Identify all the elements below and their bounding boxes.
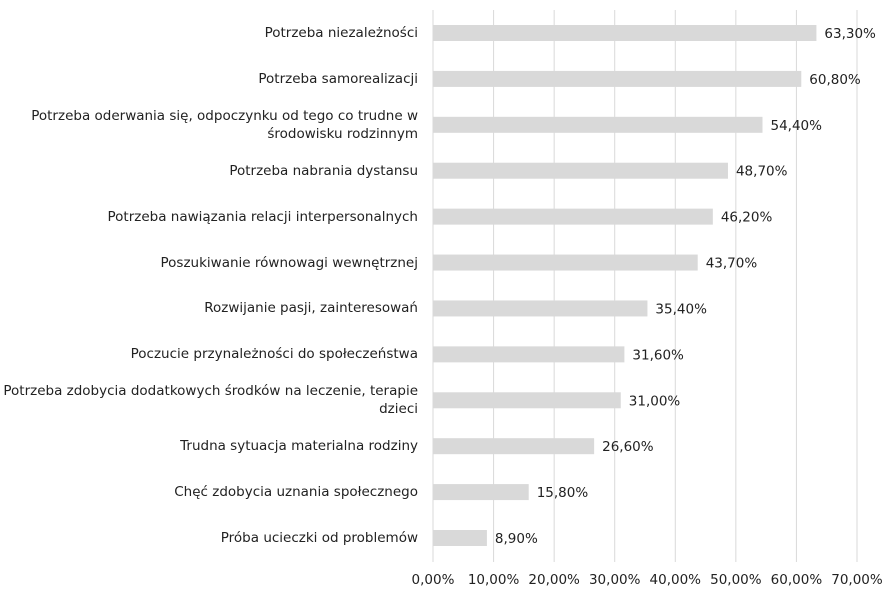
bar xyxy=(433,254,698,271)
bar xyxy=(433,392,621,409)
category-label: Rozwijanie pasji, zainteresowań xyxy=(204,300,418,317)
value-label: 31,60% xyxy=(632,347,684,363)
x-tick-label: 50,00% xyxy=(710,572,762,588)
category-label: Trudna sytuacja materialna rodziny xyxy=(180,438,418,455)
value-label: 60,80% xyxy=(809,72,861,88)
category-label: Próba ucieczki od problemów xyxy=(220,530,418,546)
value-label: 35,40% xyxy=(655,301,707,317)
category-label: Potrzeba nabrania dystansu xyxy=(229,162,418,179)
bar xyxy=(433,300,648,317)
bar xyxy=(433,530,487,546)
x-tick-label: 10,00% xyxy=(468,572,520,588)
bar xyxy=(433,438,595,455)
value-label: 26,60% xyxy=(602,439,654,455)
bar xyxy=(433,346,625,363)
x-tick-label: 60,00% xyxy=(771,572,823,588)
value-label: 63,30% xyxy=(824,26,876,42)
value-label: 8,90% xyxy=(495,531,538,547)
value-label: 43,70% xyxy=(706,256,758,272)
category-label: Potrzeba nawiązania relacji interpersona… xyxy=(107,208,419,225)
category-label: Potrzeba oderwania się, odpoczynku od te… xyxy=(31,107,418,142)
value-label: 48,70% xyxy=(736,164,788,180)
value-label: 54,40% xyxy=(771,118,823,134)
x-tick-label: 70,00% xyxy=(831,572,883,588)
bar xyxy=(433,116,763,133)
category-label: Poczucie przynależności do społeczeństwa xyxy=(130,346,418,363)
bar xyxy=(433,162,728,179)
x-tick-label: 30,00% xyxy=(589,572,641,588)
bar xyxy=(433,25,817,41)
bar xyxy=(433,208,713,225)
value-label: 31,00% xyxy=(629,393,681,409)
value-label: 15,80% xyxy=(537,485,589,501)
bar xyxy=(433,70,802,87)
category-label: Chęć zdobycia uznania społecznego xyxy=(174,484,418,501)
category-label: Potrzeba niezależności xyxy=(264,25,418,41)
x-tick-label: 40,00% xyxy=(650,572,702,588)
value-label: 46,20% xyxy=(721,210,773,226)
x-tick-label: 20,00% xyxy=(528,572,580,588)
x-tick-label: 0,00% xyxy=(412,572,455,588)
category-label: Potrzeba zdobycia dodatkowych środków na… xyxy=(3,383,418,418)
bar xyxy=(433,484,529,501)
category-label: Poszukiwanie równowagi wewnętrznej xyxy=(160,254,418,271)
category-label: Potrzeba samorealizacji xyxy=(258,70,418,87)
